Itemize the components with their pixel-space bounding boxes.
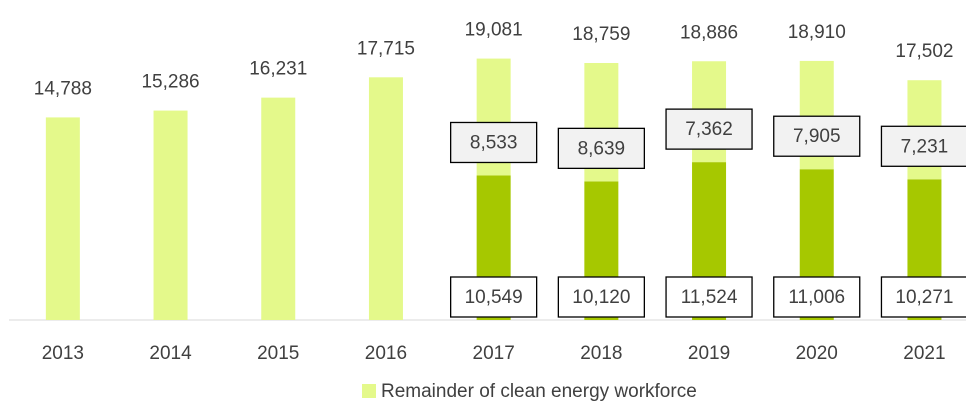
x-tick-label: 2020 — [796, 343, 838, 364]
total-label: 18,886 — [680, 22, 738, 43]
x-tick-label: 2016 — [365, 343, 407, 364]
x-tick-label: 2013 — [42, 343, 84, 364]
total-label: 19,081 — [465, 20, 523, 41]
data-label: 7,231 — [901, 136, 949, 157]
total-label: 18,910 — [788, 22, 846, 43]
x-tick-label: 2021 — [903, 343, 945, 364]
label-box — [880, 125, 966, 167]
label-box — [557, 276, 645, 318]
total-label: 15,286 — [141, 72, 199, 93]
legend-swatch — [362, 384, 376, 398]
total-label: 14,788 — [34, 78, 92, 99]
label-box — [665, 108, 753, 150]
data-label: 10,271 — [895, 287, 953, 308]
total-label: 18,759 — [572, 24, 630, 45]
x-tick-label: 2014 — [149, 343, 192, 364]
label-box — [665, 276, 753, 318]
label-box — [557, 127, 645, 170]
x-tick-label: 2017 — [473, 343, 515, 364]
bar-segment — [368, 77, 403, 320]
bar-segment — [261, 97, 296, 320]
bar-segment — [45, 117, 80, 320]
x-tick-label: 2015 — [257, 343, 299, 364]
data-label: 8,639 — [578, 138, 626, 159]
data-label: 10,549 — [465, 287, 523, 308]
data-label: 7,362 — [685, 119, 733, 140]
data-label: 7,905 — [793, 126, 841, 147]
data-label: 8,533 — [470, 132, 518, 153]
data-label: 11,006 — [788, 287, 845, 308]
total-label: 17,715 — [357, 38, 415, 59]
bar-segment — [153, 110, 188, 320]
label-box — [449, 276, 538, 318]
x-tick-label: 2019 — [688, 343, 730, 364]
data-label: 10,120 — [572, 287, 630, 308]
label-box — [773, 115, 861, 157]
x-tick-label: 2018 — [580, 343, 622, 364]
legend-label: Remainder of clean energy workforce — [381, 381, 697, 402]
data-label: 11,524 — [681, 287, 738, 308]
label-box — [773, 276, 861, 318]
label-box — [880, 276, 966, 318]
total-label: 16,231 — [249, 59, 307, 80]
total-label: 17,502 — [895, 41, 953, 62]
label-box — [449, 121, 538, 164]
